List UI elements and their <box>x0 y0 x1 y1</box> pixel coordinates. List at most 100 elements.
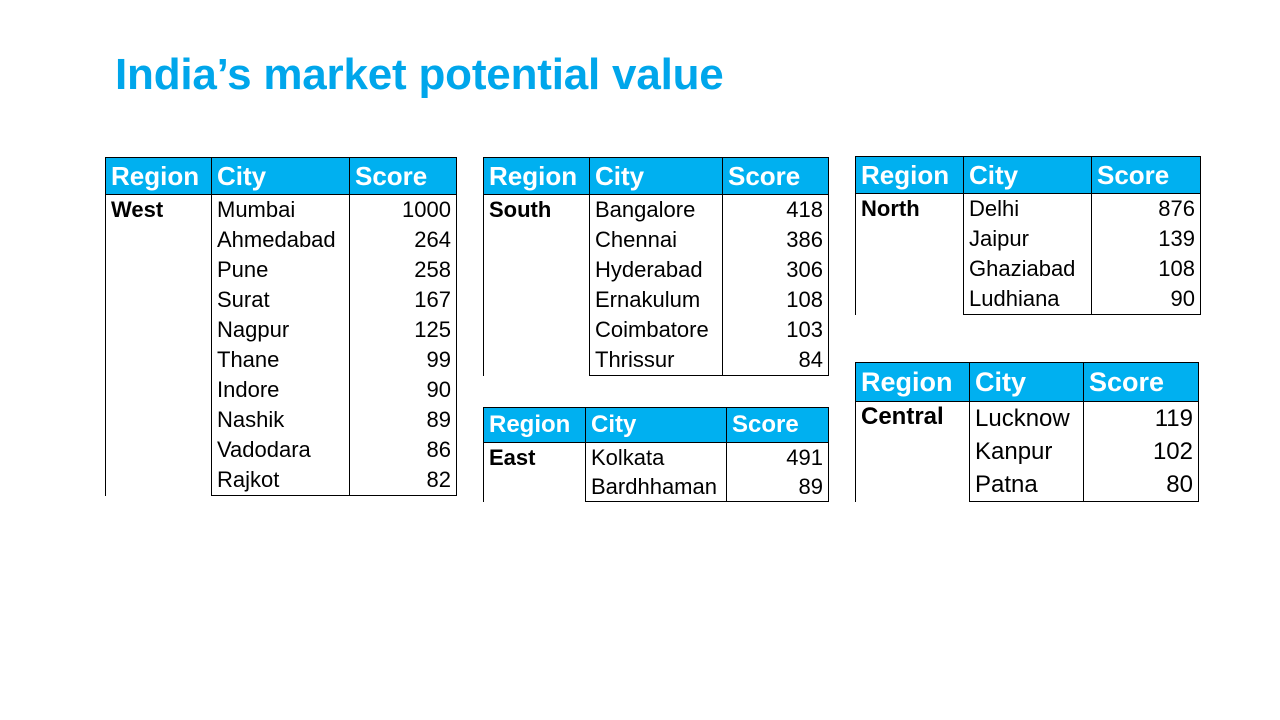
region-table-north: Region City Score North Delhi 876 Jaipur 139… <box>855 156 1201 315</box>
score-cell: 491 <box>726 442 829 472</box>
score-cell: 386 <box>722 225 829 255</box>
table-row: Ludhiana 90 <box>856 284 1201 315</box>
score-cell: 80 <box>1083 468 1199 502</box>
region-name: West <box>105 194 212 496</box>
score-cell: 306 <box>722 255 829 285</box>
region-header: Region <box>105 157 212 195</box>
city-cell: Patna <box>969 468 1084 502</box>
table-header-row: Region City Score <box>483 157 829 195</box>
city-cell: Bangalore <box>589 194 723 225</box>
city-header: City <box>963 156 1092 194</box>
city-cell: Delhi <box>963 193 1092 224</box>
city-cell: Indore <box>211 375 350 405</box>
city-cell: Bardhhaman <box>585 472 727 502</box>
table-row: Thrissur 84 <box>484 345 829 376</box>
table-row: Coimbatore 103 <box>484 315 829 345</box>
city-cell: Kolkata <box>585 442 727 472</box>
score-cell: 258 <box>349 255 457 285</box>
score-header: Score <box>722 157 829 195</box>
score-cell: 89 <box>349 405 457 435</box>
city-cell: Ghaziabad <box>963 254 1092 284</box>
score-cell: 139 <box>1091 224 1201 254</box>
score-cell: 108 <box>722 285 829 315</box>
table-header-row: Region City Score <box>855 362 1199 402</box>
city-header: City <box>969 362 1084 402</box>
city-cell: Lucknow <box>969 401 1084 435</box>
region-name: South <box>483 194 590 376</box>
table-row: Central Lucknow 119 <box>855 401 1199 502</box>
table-row: West Mumbai 1000 <box>105 194 457 496</box>
table-row: Ernakulum 108 <box>484 285 829 315</box>
table-row: Ghaziabad 108 <box>856 254 1201 284</box>
table-row: North Delhi 876 <box>855 193 1201 315</box>
table-row: South Bangalore 418 <box>483 194 829 376</box>
table-row: Ahmedabad 264 <box>106 225 457 255</box>
region-header: Region <box>483 157 590 195</box>
score-cell: 84 <box>722 345 829 376</box>
score-cell: 82 <box>349 465 457 496</box>
region-table-south: Region City Score South Bangalore 418 Chenn… <box>483 157 829 376</box>
city-header: City <box>585 407 727 443</box>
score-cell: 103 <box>722 315 829 345</box>
city-cell: Ahmedabad <box>211 225 350 255</box>
city-header: City <box>211 157 350 195</box>
score-cell: 167 <box>349 285 457 315</box>
score-cell: 108 <box>1091 254 1201 284</box>
city-cell: Mumbai <box>211 194 350 225</box>
city-cell: Ludhiana <box>963 284 1092 315</box>
city-cell: Rajkot <box>211 465 350 496</box>
table-row: Patna 80 <box>856 468 1199 502</box>
region-name: East <box>483 442 586 502</box>
table-row: Pune 258 <box>106 255 457 285</box>
score-cell: 90 <box>1091 284 1201 315</box>
score-cell: 102 <box>1083 435 1199 468</box>
table-row: Vadodara 86 <box>106 435 457 465</box>
city-cell: Thrissur <box>589 345 723 376</box>
table-row: Thane 99 <box>106 345 457 375</box>
city-cell: Hyderabad <box>589 255 723 285</box>
region-name: North <box>855 193 964 315</box>
city-cell: Vadodara <box>211 435 350 465</box>
city-cell: Coimbatore <box>589 315 723 345</box>
table-header-row: Region City Score <box>483 407 829 443</box>
score-cell: 99 <box>349 345 457 375</box>
score-header: Score <box>726 407 829 443</box>
city-cell: Nashik <box>211 405 350 435</box>
score-header: Score <box>349 157 457 195</box>
region-name: Central <box>855 401 970 502</box>
table-row: Nagpur 125 <box>106 315 457 345</box>
table-row: Rajkot 82 <box>106 465 457 496</box>
city-cell: Ernakulum <box>589 285 723 315</box>
table-row: Bardhhaman 89 <box>484 472 829 502</box>
table-row: East Kolkata 491 <box>483 442 829 502</box>
region-table-central: Region City Score Central Lucknow 119 Kanpu… <box>855 362 1199 502</box>
page-title: India’s market potential value <box>115 50 724 99</box>
score-cell: 86 <box>349 435 457 465</box>
city-cell: Thane <box>211 345 350 375</box>
city-cell: Chennai <box>589 225 723 255</box>
table-row: Jaipur 139 <box>856 224 1201 254</box>
score-cell: 876 <box>1091 193 1201 224</box>
score-cell: 418 <box>722 194 829 225</box>
table-row: Kanpur 102 <box>856 435 1199 468</box>
table-row: Surat 167 <box>106 285 457 315</box>
score-cell: 1000 <box>349 194 457 225</box>
table-header-row: Region City Score <box>855 156 1201 194</box>
city-cell: Nagpur <box>211 315 350 345</box>
table-row: Chennai 386 <box>484 225 829 255</box>
region-header: Region <box>483 407 586 443</box>
score-header: Score <box>1091 156 1201 194</box>
city-cell: Pune <box>211 255 350 285</box>
city-cell: Surat <box>211 285 350 315</box>
score-cell: 264 <box>349 225 457 255</box>
score-cell: 90 <box>349 375 457 405</box>
table-header-row: Region City Score <box>105 157 457 195</box>
table-row: Hyderabad 306 <box>484 255 829 285</box>
region-header: Region <box>855 362 970 402</box>
score-cell: 89 <box>726 472 829 502</box>
region-table-west: Region City Score West Mumbai 1000 Ahmedaba… <box>105 157 457 496</box>
city-header: City <box>589 157 723 195</box>
region-table-east: Region City Score East Kolkata 491 Bardhham… <box>483 407 829 502</box>
city-cell: Jaipur <box>963 224 1092 254</box>
score-header: Score <box>1083 362 1199 402</box>
